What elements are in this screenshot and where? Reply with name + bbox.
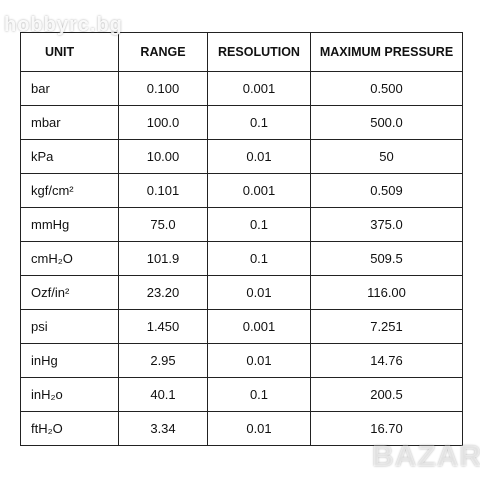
header-cell: UNIT [20,32,119,72]
value-cell: 0.500 [310,71,463,106]
unit-cell: ftH₂O [20,411,119,446]
value-cell: 0.100 [118,71,208,106]
value-cell: 0.001 [207,173,311,208]
unit-cell: inHg [20,343,119,378]
value-cell: 0.01 [207,411,311,446]
value-cell: 1.450 [118,309,208,344]
value-cell: 100.0 [118,105,208,140]
header-cell: RESOLUTION [207,32,311,72]
value-cell: 0.509 [310,173,463,208]
table-row: inH₂o 40.1 0.1 200.5 [20,377,463,412]
value-cell: 0.1 [207,207,311,242]
table-row: bar 0.100 0.001 0.500 [20,71,463,106]
unit-cell: mmHg [20,207,119,242]
value-cell: 7.251 [310,309,463,344]
header-cell: RANGE [118,32,208,72]
header-row: UNIT RANGE RESOLUTION MAXIMUM PRESSURE [20,32,463,72]
value-cell: 509.5 [310,241,463,276]
value-cell: 0.01 [207,275,311,310]
value-cell: 10.00 [118,139,208,174]
value-cell: 0.101 [118,173,208,208]
unit-cell: mbar [20,105,119,140]
value-cell: 50 [310,139,463,174]
value-cell: 0.001 [207,71,311,106]
value-cell: 0.001 [207,309,311,344]
value-cell: 0.01 [207,343,311,378]
table-row: cmH₂O 101.9 0.1 509.5 [20,241,463,276]
header-cell: MAXIMUM PRESSURE [310,32,463,72]
watermark: BAZAR [372,440,480,473]
value-cell: 200.5 [310,377,463,412]
table-row: kgf/cm² 0.101 0.001 0.509 [20,173,463,208]
unit-cell: cmH₂O [20,241,119,276]
unit-cell: psi [20,309,119,344]
value-cell: 500.0 [310,105,463,140]
value-cell: 16.70 [310,411,463,446]
value-cell: 0.01 [207,139,311,174]
table-row: inHg 2.95 0.01 14.76 [20,343,463,378]
value-cell: 2.95 [118,343,208,378]
value-cell: 40.1 [118,377,208,412]
value-cell: 23.20 [118,275,208,310]
value-cell: 375.0 [310,207,463,242]
unit-cell: inH₂o [20,377,119,412]
value-cell: 0.1 [207,105,311,140]
pressure-table: UNIT RANGE RESOLUTION MAXIMUM PRESSURE bar 0… [20,32,463,446]
table-row: mmHg 75.0 0.1 375.0 [20,207,463,242]
table-row: psi 1.450 0.001 7.251 [20,309,463,344]
table-row: kPa 10.00 0.01 50 [20,139,463,174]
unit-cell: Ozf/in² [20,275,119,310]
value-cell: 3.34 [118,411,208,446]
table-row: mbar 100.0 0.1 500.0 [20,105,463,140]
value-cell: 14.76 [310,343,463,378]
value-cell: 116.00 [310,275,463,310]
table-row: ftH₂O 3.34 0.01 16.70 [20,411,463,446]
unit-cell: bar [20,71,119,106]
table-row: Ozf/in² 23.20 0.01 116.00 [20,275,463,310]
unit-cell: kgf/cm² [20,173,119,208]
value-cell: 75.0 [118,207,208,242]
watermark: hobbyrc.bg [4,14,123,36]
table-body: bar 0.100 0.001 0.500 mbar 100.0 0.1 500.0 kPa 10… [20,71,463,446]
value-cell: 101.9 [118,241,208,276]
value-cell: 0.1 [207,377,311,412]
unit-cell: kPa [20,139,119,174]
value-cell: 0.1 [207,241,311,276]
